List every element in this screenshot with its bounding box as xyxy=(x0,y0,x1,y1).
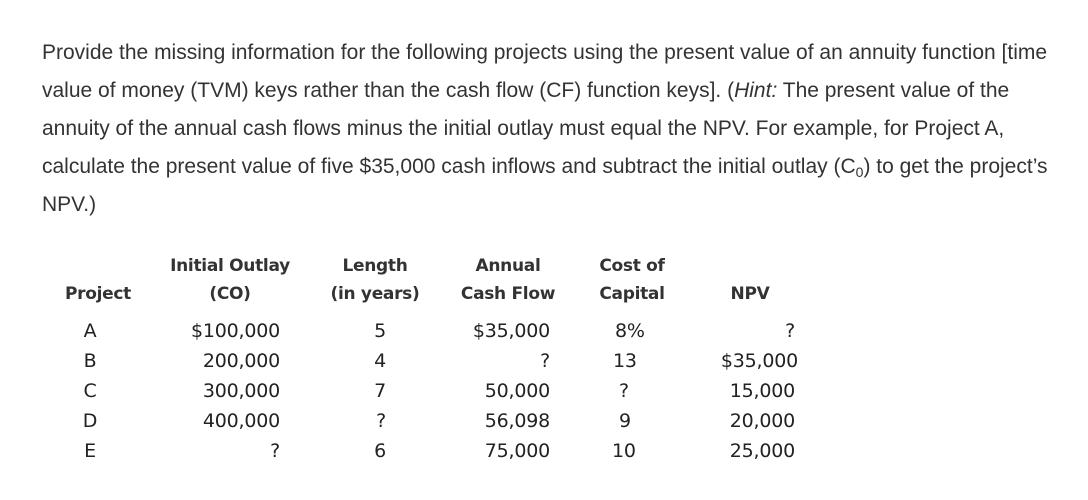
cell-length: 7 xyxy=(374,380,386,402)
header-cashflow-line2: Cash Flow xyxy=(460,284,556,304)
cell-cost-of-capital: 9 xyxy=(619,410,631,432)
header-cashflow-line1: Annual xyxy=(475,256,541,276)
cell-length: 4 xyxy=(374,350,386,372)
cell-project: D xyxy=(82,410,98,432)
header-npv: NPV xyxy=(720,280,780,308)
cell-cost-of-capital: 13 xyxy=(613,350,637,372)
header-annual-cash-flow: Annual Cash Flow xyxy=(446,252,570,308)
header-project: Project xyxy=(48,280,148,308)
header-length-line2: (in years) xyxy=(330,284,420,304)
cell-cost-of-capital: ? xyxy=(619,380,629,402)
cell-npv: $35,000 xyxy=(720,350,798,372)
header-initial-outlay: Initial Outlay (CO) xyxy=(150,252,310,308)
problem-statement: Provide the missing information for the … xyxy=(42,34,1062,224)
cell-cost-of-capital: 10 xyxy=(612,440,636,462)
cell-length: ? xyxy=(376,410,386,432)
cell-project: C xyxy=(83,380,97,402)
header-outlay-line2: (CO) xyxy=(209,284,251,304)
cell-npv: ? xyxy=(785,320,795,342)
cell-length: 6 xyxy=(374,440,386,462)
cell-cash-flow: 56,098 xyxy=(484,410,550,432)
cell-project: B xyxy=(83,350,97,372)
header-length: Length (in years) xyxy=(312,252,438,308)
cell-outlay: ? xyxy=(270,440,280,462)
cell-project: A xyxy=(83,320,97,342)
header-length-line1: Length xyxy=(342,256,408,276)
cell-cash-flow: ? xyxy=(540,350,550,372)
header-capital-line1: Cost of xyxy=(599,256,665,276)
header-project-label: Project xyxy=(65,284,131,304)
cell-cash-flow: 75,000 xyxy=(484,440,550,462)
cell-npv: 20,000 xyxy=(729,410,795,432)
cell-npv: 25,000 xyxy=(729,440,795,462)
cell-outlay: $100,000 xyxy=(190,320,280,342)
cell-cash-flow: 50,000 xyxy=(484,380,550,402)
cell-cash-flow: $35,000 xyxy=(472,320,550,342)
cell-outlay: 400,000 xyxy=(202,410,280,432)
header-capital-line2: Capital xyxy=(599,284,665,304)
header-outlay-line1: Initial Outlay xyxy=(170,256,290,276)
cell-length: 5 xyxy=(374,320,386,342)
hint-label: Hint: xyxy=(734,79,778,102)
problem-text-2: The present value of the annuity of the … xyxy=(42,79,1010,178)
header-cost-of-capital: Cost of Capital xyxy=(578,252,686,308)
cell-outlay: 300,000 xyxy=(202,380,280,402)
problem-text-3: ) to get the project’s NPV.) xyxy=(42,155,1048,216)
cell-outlay: 200,000 xyxy=(202,350,280,372)
cell-npv: 15,000 xyxy=(729,380,795,402)
header-npv-label: NPV xyxy=(730,284,770,304)
problem-text-1: Provide the missing information for the … xyxy=(42,41,1048,102)
cell-project: E xyxy=(84,440,96,462)
cell-cost-of-capital: 8% xyxy=(615,320,645,342)
subscript-zero: 0 xyxy=(855,164,864,180)
